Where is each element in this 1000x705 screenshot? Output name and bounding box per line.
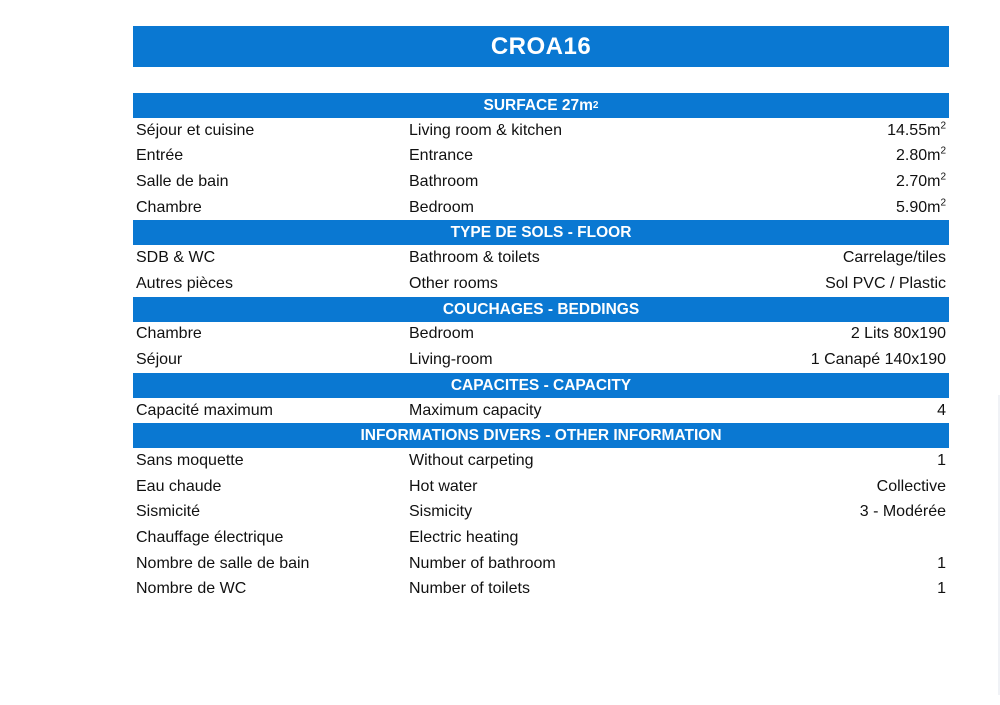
value-cell: Sol PVC / Plastic bbox=[706, 275, 949, 293]
value-text: 14.55m bbox=[887, 121, 941, 139]
label-english: Bathroom bbox=[409, 172, 479, 190]
table-row: Chambre Bedroom 2 Lits 80x190 bbox=[133, 322, 949, 348]
table-row: Nombre de salle de bain Number of bathroo… bbox=[133, 551, 949, 577]
label-french: Séjour bbox=[136, 350, 183, 368]
label-french: Chambre bbox=[136, 325, 202, 343]
edge-divider bbox=[998, 395, 1000, 695]
spacer bbox=[133, 67, 949, 93]
label-french: Sismicité bbox=[136, 503, 201, 521]
value-text: 4 bbox=[937, 401, 946, 419]
table-row: Sismicité Sismicity 3 - Modérée bbox=[133, 500, 949, 526]
value-text: 1 bbox=[937, 554, 946, 572]
section-heading: SURFACE 27m 2 bbox=[133, 93, 949, 118]
value-text: Collective bbox=[876, 477, 946, 495]
label-english: Number of toilets bbox=[409, 580, 530, 598]
label-english: Electric heating bbox=[409, 528, 519, 546]
label-french: Sans moquette bbox=[136, 452, 244, 470]
value-text: 2 Lits 80x190 bbox=[850, 325, 946, 343]
page-title: CROA16 bbox=[490, 32, 592, 60]
label-french: Nombre de WC bbox=[136, 580, 247, 598]
value-text: 2.80m bbox=[895, 147, 941, 165]
value-cell: 5.90m2 bbox=[706, 197, 949, 217]
table-row: Eau chaude Hot water Collective bbox=[133, 474, 949, 500]
label-english: Number of bathroom bbox=[409, 554, 556, 572]
value-text: Carrelage/tiles bbox=[842, 249, 946, 267]
value-cell: 1 Canapé 140x190 bbox=[706, 351, 949, 369]
value-superscript: 2 bbox=[940, 146, 946, 158]
value-text: 1 bbox=[937, 580, 946, 598]
section-heading-label: COUCHAGES - BEDDINGS bbox=[442, 300, 640, 318]
table-row: Nombre de WC Number of toilets 1 bbox=[133, 576, 949, 602]
value-cell: 4 bbox=[706, 402, 949, 420]
label-english: Living room & kitchen bbox=[409, 121, 562, 139]
table-row: SDB & WC Bathroom & toilets Carrelage/tile… bbox=[133, 245, 949, 271]
table-row: Séjour Living-room 1 Canapé 140x190 bbox=[133, 347, 949, 373]
value-cell: 2.70m2 bbox=[706, 171, 949, 191]
value-text: 1 Canapé 140x190 bbox=[810, 350, 946, 368]
label-french: SDB & WC bbox=[136, 249, 216, 267]
value-cell: 1 bbox=[706, 580, 949, 598]
section-heading: COUCHAGES - BEDDINGS bbox=[133, 296, 949, 322]
label-english: Living-room bbox=[409, 350, 493, 368]
table-row: Séjour et cuisine Living room & kitchen 14… bbox=[133, 118, 949, 144]
table-row: Salle de bain Bathroom 2.70m2 bbox=[133, 169, 949, 195]
value-text: 5.90m bbox=[895, 198, 941, 216]
label-french: Capacité maximum bbox=[136, 401, 273, 419]
label-english: Hot water bbox=[409, 477, 478, 495]
table-row: Entrée Entrance 2.80m2 bbox=[133, 144, 949, 170]
label-english: Sismicity bbox=[409, 503, 473, 521]
section-heading-label: CAPACITES - CAPACITY bbox=[450, 376, 632, 394]
label-french: Eau chaude bbox=[136, 477, 222, 495]
title-bar: CROA16 bbox=[133, 26, 949, 67]
value-cell: Carrelage/tiles bbox=[706, 249, 949, 267]
sections-container: SURFACE 27m 2 Séjour et cuisine Living room… bbox=[133, 93, 949, 602]
value-text: Sol PVC / Plastic bbox=[825, 274, 946, 292]
value-cell: 1 bbox=[706, 555, 949, 573]
value-cell: 3 - Modérée bbox=[706, 503, 949, 521]
label-french: Chauffage électrique bbox=[136, 528, 284, 546]
label-english: Other rooms bbox=[409, 274, 498, 292]
label-english: Entrance bbox=[409, 147, 474, 165]
value-cell: 2.80m2 bbox=[706, 147, 949, 165]
label-french: Entrée bbox=[136, 147, 184, 165]
table-row: Autres pièces Other rooms Sol PVC / Plasti… bbox=[133, 271, 949, 297]
value-cell: 2 Lits 80x190 bbox=[706, 325, 949, 343]
section-heading: INFORMATIONS DIVERS - OTHER INFORMATION bbox=[133, 423, 949, 449]
value-cell: 1 bbox=[706, 452, 949, 470]
value-superscript: 2 bbox=[940, 120, 946, 132]
section-heading: CAPACITES - CAPACITY bbox=[133, 372, 949, 398]
section-heading-label: INFORMATIONS DIVERS - OTHER INFORMATION bbox=[360, 427, 722, 445]
label-french: Nombre de salle de bain bbox=[136, 554, 310, 572]
section-heading-label: SURFACE 27m bbox=[483, 97, 593, 114]
value-text: 2.70m bbox=[895, 172, 941, 190]
value-text: 3 - Modérée bbox=[859, 503, 946, 521]
section-heading-label: TYPE DE SOLS - FLOOR bbox=[450, 224, 632, 242]
value-cell: 14.55m2 bbox=[706, 120, 949, 140]
value-cell: Collective bbox=[706, 478, 949, 496]
table-row: Chambre Bedroom 5.90m2 bbox=[133, 195, 949, 221]
label-english: Bedroom bbox=[409, 198, 474, 216]
value-superscript: 2 bbox=[940, 197, 946, 209]
label-french: Salle de bain bbox=[136, 172, 229, 190]
label-french: Chambre bbox=[136, 198, 202, 216]
table-row: Capacité maximum Maximum capacity 4 bbox=[133, 398, 949, 424]
value-superscript: 2 bbox=[940, 171, 946, 183]
label-french: Séjour et cuisine bbox=[136, 121, 255, 139]
value-text: 1 bbox=[937, 452, 946, 470]
property-sheet: CROA16 SURFACE 27m 2 Séjour et cuisine Livi… bbox=[133, 26, 949, 602]
label-french: Autres pièces bbox=[136, 274, 233, 292]
table-row: Chauffage électrique Electric heating bbox=[133, 525, 949, 551]
table-row: Sans moquette Without carpeting 1 bbox=[133, 448, 949, 474]
label-english: Maximum capacity bbox=[409, 401, 542, 419]
label-english: Bathroom & toilets bbox=[409, 249, 540, 267]
label-english: Bedroom bbox=[409, 325, 474, 343]
label-english: Without carpeting bbox=[409, 452, 534, 470]
section-heading: TYPE DE SOLS - FLOOR bbox=[133, 220, 949, 246]
